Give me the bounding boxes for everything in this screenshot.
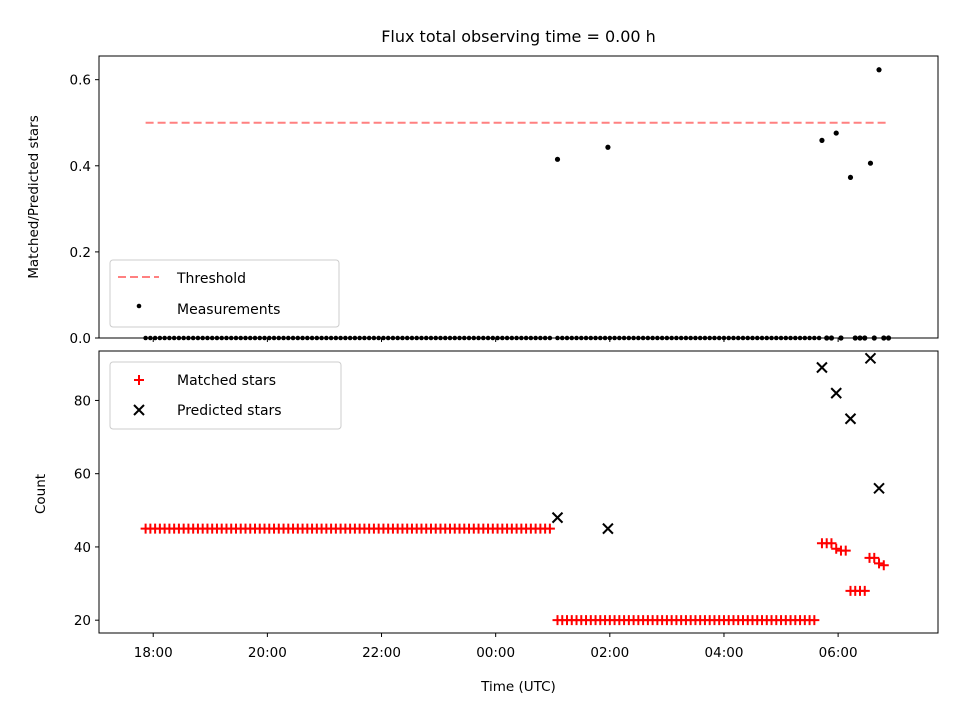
bottom-panel: 20 40 60 80 18:00 20:00 22:00 00:00 02:00 04:00 0… <box>74 350 939 661</box>
bottom-x-tick-label: 02:00 <box>590 645 629 661</box>
matched-star-point <box>878 560 889 571</box>
bottom-x-tick-label: 22:00 <box>362 645 401 661</box>
matched-star-point <box>826 538 837 549</box>
measurement-point <box>554 156 561 162</box>
measurement-point <box>833 130 839 136</box>
measurement-point <box>876 67 882 73</box>
bottom-y-ticks: 20 40 60 80 <box>74 393 99 629</box>
bottom-x-tick-label: 18:00 <box>134 645 173 661</box>
predicted-star-points <box>551 352 885 535</box>
measurement-point <box>847 174 854 181</box>
predicted-star-point <box>844 413 857 425</box>
legend-predicted-marker <box>133 404 145 416</box>
predicted-star-point <box>830 387 842 399</box>
top-panel: 0.0 0.2 0.4 0.6 Threshold Measurements <box>70 55 939 347</box>
measurement-point <box>605 144 611 150</box>
bottom-x-ticks: 18:00 20:00 22:00 00:00 02:00 04:00 06:00 <box>134 633 858 661</box>
measurement-point <box>867 160 874 166</box>
matched-star-point <box>544 523 555 534</box>
top-y-tick-label: 0.6 <box>70 73 91 89</box>
matched-star-point <box>840 545 851 556</box>
x-axis-label: Time (UTC) <box>480 679 556 695</box>
legend-matched-label: Matched stars <box>177 373 276 389</box>
bottom-axes-frame <box>98 350 939 634</box>
bottom-y-tick-label: 40 <box>74 540 91 556</box>
predicted-star-point <box>864 352 877 365</box>
bottom-x-tick-label: 00:00 <box>476 645 515 661</box>
bottom-x-tick-label: 04:00 <box>705 645 744 661</box>
top-legend: Threshold Measurements <box>109 259 340 328</box>
predicted-star-point <box>873 482 885 495</box>
predicted-star-point <box>816 361 828 374</box>
matched-star-point <box>869 552 880 563</box>
measurement-point <box>819 137 825 143</box>
predicted-star-point <box>551 511 564 524</box>
legend-measurements-swatch <box>136 303 142 309</box>
top-y-tick-label: 0.4 <box>70 159 91 175</box>
bottom-x-tick-label: 06:00 <box>819 645 858 661</box>
bottom-y-tick-label: 80 <box>74 393 91 409</box>
top-y-ticks: 0.0 0.2 0.4 0.6 <box>70 73 99 347</box>
bottom-legend: Matched stars Predicted stars <box>109 361 342 430</box>
top-y-axis-label: Matched/Predicted stars <box>26 115 42 278</box>
chart-title: Flux total observing time = 0.00 h <box>381 27 656 46</box>
bottom-y-tick-label: 60 <box>74 467 91 483</box>
matched-star-points <box>140 523 889 626</box>
bottom-x-tick-label: 20:00 <box>248 645 287 661</box>
predicted-star-point <box>602 522 614 535</box>
matched-star-point <box>859 585 870 596</box>
top-y-tick-label: 0.0 <box>70 331 91 347</box>
legend-matched-swatch <box>134 375 144 385</box>
top-legend-box <box>109 259 340 328</box>
legend-predicted-label: Predicted stars <box>177 403 282 419</box>
legend-measurements-label: Measurements <box>177 302 280 318</box>
legend-matched-marker <box>134 375 144 385</box>
top-y-tick-label: 0.2 <box>70 245 91 261</box>
top-axes-frame <box>98 55 939 339</box>
bottom-y-tick-label: 20 <box>74 613 91 629</box>
bottom-y-axis-label: Count <box>33 474 49 514</box>
matched-star-point <box>831 543 842 554</box>
matched-star-point <box>809 615 820 626</box>
matched-star-point <box>874 558 885 569</box>
legend-predicted-swatch <box>133 404 145 416</box>
legend-threshold-label: Threshold <box>176 271 246 287</box>
bottom-legend-box <box>109 361 342 430</box>
